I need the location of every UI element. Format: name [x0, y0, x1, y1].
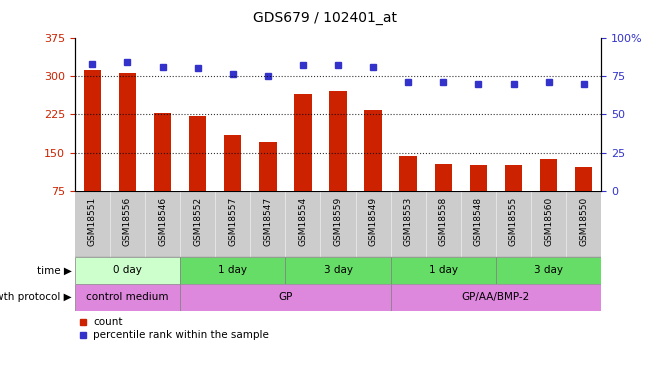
Bar — [294, 94, 312, 191]
Bar — [391, 284, 601, 311]
Text: control medium: control medium — [86, 292, 168, 302]
Text: GSM18560: GSM18560 — [544, 196, 553, 246]
Bar — [496, 257, 601, 284]
Text: GSM18552: GSM18552 — [193, 196, 202, 246]
Text: GSM18557: GSM18557 — [228, 196, 237, 246]
Text: GSM18548: GSM18548 — [474, 196, 483, 246]
Bar — [259, 141, 277, 191]
Text: GSM18551: GSM18551 — [88, 196, 97, 246]
Bar — [365, 110, 382, 191]
Bar — [224, 135, 242, 191]
Text: 1 day: 1 day — [218, 266, 247, 275]
Bar — [188, 116, 207, 191]
Bar — [180, 284, 391, 311]
Bar — [435, 164, 452, 191]
Bar — [469, 165, 488, 191]
Text: time ▶: time ▶ — [36, 266, 72, 275]
Text: GSM18559: GSM18559 — [333, 196, 343, 246]
Text: GDS679 / 102401_at: GDS679 / 102401_at — [253, 11, 397, 25]
Text: GSM18547: GSM18547 — [263, 196, 272, 246]
Text: GSM18546: GSM18546 — [158, 196, 167, 246]
Bar — [118, 74, 136, 191]
Text: 3 day: 3 day — [534, 266, 563, 275]
Bar — [399, 156, 417, 191]
Text: GSM18549: GSM18549 — [369, 196, 378, 246]
Text: GSM18550: GSM18550 — [579, 196, 588, 246]
Text: 1 day: 1 day — [429, 266, 458, 275]
Bar — [505, 165, 523, 191]
Bar — [180, 257, 285, 284]
Text: growth protocol ▶: growth protocol ▶ — [0, 292, 72, 302]
Text: 3 day: 3 day — [324, 266, 352, 275]
Bar — [540, 159, 558, 191]
Text: count: count — [93, 316, 123, 327]
Bar — [75, 257, 180, 284]
Text: GP/AA/BMP-2: GP/AA/BMP-2 — [462, 292, 530, 302]
Bar — [391, 257, 496, 284]
Text: GSM18558: GSM18558 — [439, 196, 448, 246]
Text: GSM18553: GSM18553 — [404, 196, 413, 246]
Text: GSM18554: GSM18554 — [298, 196, 307, 246]
Bar — [575, 167, 592, 191]
Text: 0 day: 0 day — [113, 266, 142, 275]
Bar — [75, 284, 180, 311]
Text: percentile rank within the sample: percentile rank within the sample — [93, 330, 269, 340]
Bar — [153, 113, 172, 191]
Bar — [330, 92, 347, 191]
Bar — [83, 70, 101, 191]
Text: GSM18556: GSM18556 — [123, 196, 132, 246]
Bar — [285, 257, 391, 284]
Text: GSM18555: GSM18555 — [509, 196, 518, 246]
Text: GP: GP — [278, 292, 292, 302]
